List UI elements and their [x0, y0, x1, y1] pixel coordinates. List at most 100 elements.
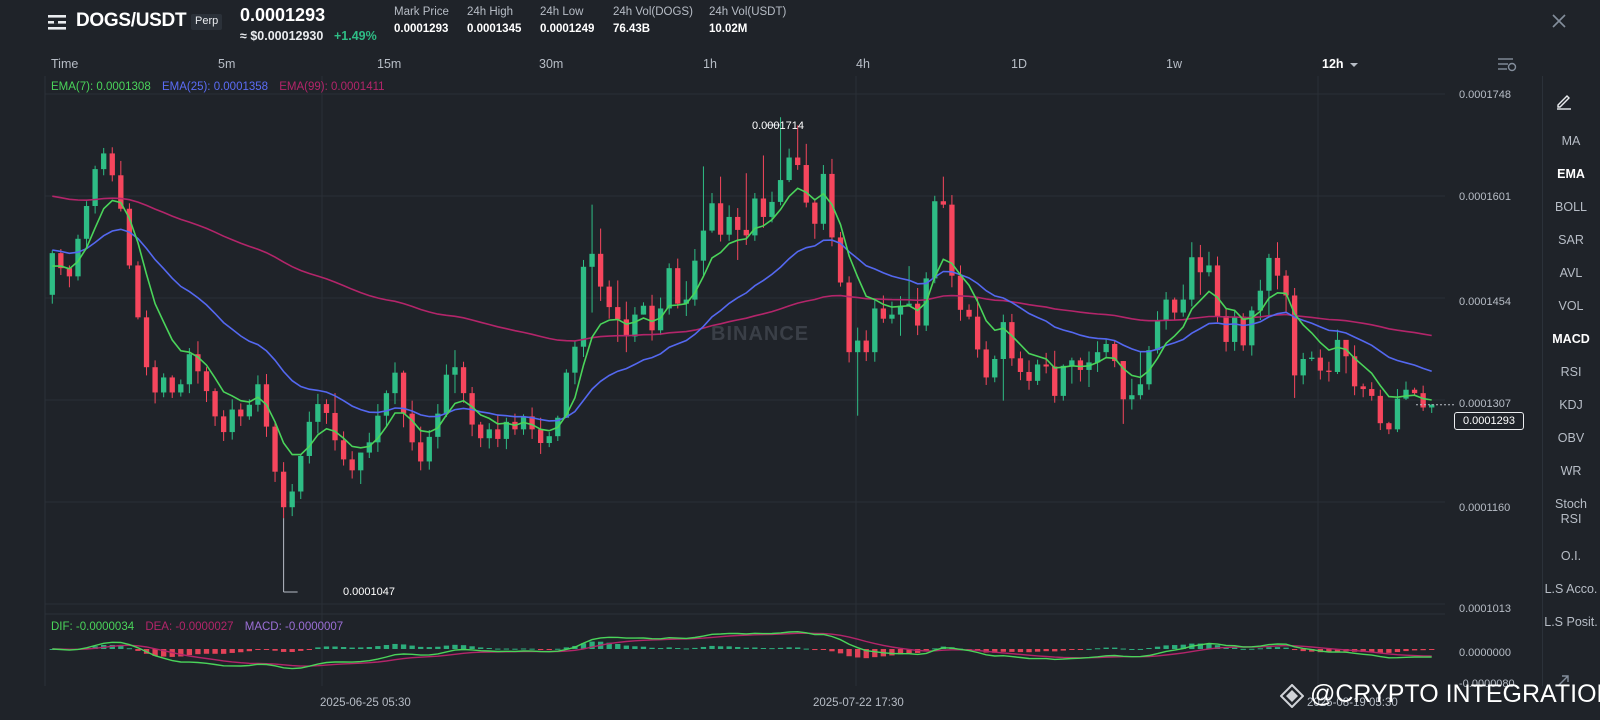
- tab-1w[interactable]: 1w: [1166, 57, 1182, 71]
- candle-body: [238, 409, 244, 417]
- indicator-ma[interactable]: MA: [1561, 134, 1581, 148]
- tab-time[interactable]: Time: [51, 57, 79, 71]
- candle-body: [306, 421, 312, 456]
- ema25-line: [52, 228, 1432, 422]
- indicator-wr[interactable]: WR: [1560, 464, 1582, 478]
- indicator-ls-positions[interactable]: L.S Posit.: [1544, 615, 1598, 629]
- indicator-boll[interactable]: BOLL: [1555, 200, 1587, 214]
- candle-body: [974, 316, 981, 350]
- tab-12h[interactable]: 12h: [1322, 57, 1359, 71]
- candle-body: [863, 340, 869, 353]
- macd-tick: 0.0000000: [1459, 647, 1511, 659]
- macd-histogram-bar: [435, 646, 441, 649]
- macd-histogram-bar: [1094, 648, 1101, 650]
- candle-body: [675, 268, 681, 304]
- macd-histogram-bar: [897, 649, 904, 655]
- ticker-header: DOGS/USDT Perp 0.0001293 ≈ $0.00012930 +…: [0, 0, 1600, 50]
- indicator-oi[interactable]: O.I.: [1560, 549, 1582, 563]
- macd-histogram-bar: [1429, 649, 1435, 650]
- indicator-avl[interactable]: AVL: [1559, 266, 1583, 280]
- indicator-sar[interactable]: SAR: [1558, 233, 1584, 247]
- candle-body: [66, 268, 73, 277]
- diamond-logo-icon: [1280, 684, 1304, 708]
- indicator-ls-accounts[interactable]: L.S Acco.: [1544, 582, 1598, 596]
- candle-body: [1283, 275, 1289, 296]
- candle-body: [1343, 339, 1349, 357]
- candle-body: [1420, 393, 1426, 408]
- candle-body: [889, 314, 895, 319]
- candle-body: [1060, 365, 1066, 396]
- date-tick: 2025-06-25 05:30: [320, 697, 411, 709]
- macd-histogram-bar: [1360, 649, 1366, 652]
- candle-body: [546, 436, 552, 444]
- macd-histogram-bar: [1026, 649, 1032, 653]
- tab-1h[interactable]: 1h: [703, 57, 717, 71]
- indicator-toolbar: [1542, 76, 1600, 686]
- macd-histogram-bar: [692, 647, 698, 649]
- stat-24h-low: 24h Low 0.0001249: [540, 6, 594, 35]
- macd-histogram-bar: [298, 649, 304, 651]
- candle-body: [255, 384, 261, 405]
- candle-body: [1206, 265, 1212, 273]
- macd-histogram-bar: [152, 649, 158, 656]
- macd-histogram-bar: [1266, 647, 1272, 649]
- stat-label: Mark Price: [394, 6, 449, 18]
- candle-body: [623, 319, 629, 337]
- macd-histogram-bar: [178, 649, 184, 657]
- candlestick-chart[interactable]: [0, 76, 1542, 686]
- pencil-icon[interactable]: [1555, 92, 1573, 110]
- candle-body: [409, 413, 415, 443]
- candle-body: [366, 442, 372, 453]
- price-tick: 0.0001748: [1459, 89, 1511, 101]
- ema25-legend: EMA(25): 0.0001358: [161, 81, 269, 93]
- macd-histogram-bar: [1112, 647, 1118, 649]
- current-price-label: 0.0001293: [1454, 412, 1524, 430]
- candle-body: [949, 204, 955, 276]
- dea-line: [52, 632, 1432, 667]
- macd-histogram-bar: [1274, 647, 1281, 649]
- macd-histogram-bar: [889, 649, 895, 656]
- candle-body: [1240, 316, 1246, 346]
- price-tick: 0.0001307: [1459, 398, 1511, 410]
- candle-body: [1172, 299, 1178, 313]
- macd-histogram-bar: [1052, 649, 1058, 652]
- macd-histogram-bar: [1326, 649, 1332, 653]
- tab-1d[interactable]: 1D: [1011, 57, 1027, 71]
- indicator-stoch-rsi[interactable]: Stoch RSI: [1555, 497, 1587, 526]
- indicator-obv[interactable]: OBV: [1557, 431, 1585, 445]
- macd-histogram-bar: [469, 646, 475, 649]
- indicator-kdj[interactable]: KDJ: [1559, 398, 1583, 412]
- macd-histogram-bar: [126, 648, 133, 650]
- candle-body: [383, 393, 390, 416]
- tab-30m[interactable]: 30m: [539, 57, 564, 71]
- tab-4h[interactable]: 4h: [856, 57, 870, 71]
- macd-histogram-bar: [1154, 646, 1161, 649]
- symbol-selector[interactable]: DOGS/USDT: [76, 10, 187, 31]
- macd-histogram-bar: [1000, 649, 1006, 652]
- indicator-ema[interactable]: EMA: [1557, 167, 1585, 181]
- candle-body: [1197, 257, 1204, 273]
- collapse-icon[interactable]: [1556, 672, 1572, 688]
- macd-histogram-bar: [1300, 649, 1306, 652]
- macd-histogram-bar: [246, 649, 253, 652]
- indicator-macd[interactable]: MACD: [1552, 332, 1590, 346]
- chart-settings-icon[interactable]: [1497, 55, 1517, 73]
- macd-histogram-bar: [383, 645, 390, 649]
- indicator-rsi[interactable]: RSI: [1560, 365, 1582, 379]
- menu-icon[interactable]: [48, 12, 68, 32]
- macd-histogram-bar: [1197, 643, 1204, 649]
- candle-body: [1369, 389, 1375, 396]
- macd-histogram-bar: [795, 647, 801, 649]
- candle-body: [1429, 404, 1435, 408]
- candle-body: [957, 275, 964, 310]
- tab-15m[interactable]: 15m: [377, 57, 402, 71]
- macd-histogram-bar: [1231, 647, 1238, 649]
- macd-histogram-bar: [700, 646, 707, 649]
- candle-body: [1231, 316, 1238, 342]
- ema99-line: [52, 195, 1432, 342]
- tab-5m[interactable]: 5m: [218, 57, 236, 71]
- candle-body: [289, 491, 295, 508]
- close-icon[interactable]: [1550, 12, 1568, 30]
- indicator-vol[interactable]: VOL: [1558, 299, 1584, 313]
- macd-histogram-bar: [812, 649, 818, 651]
